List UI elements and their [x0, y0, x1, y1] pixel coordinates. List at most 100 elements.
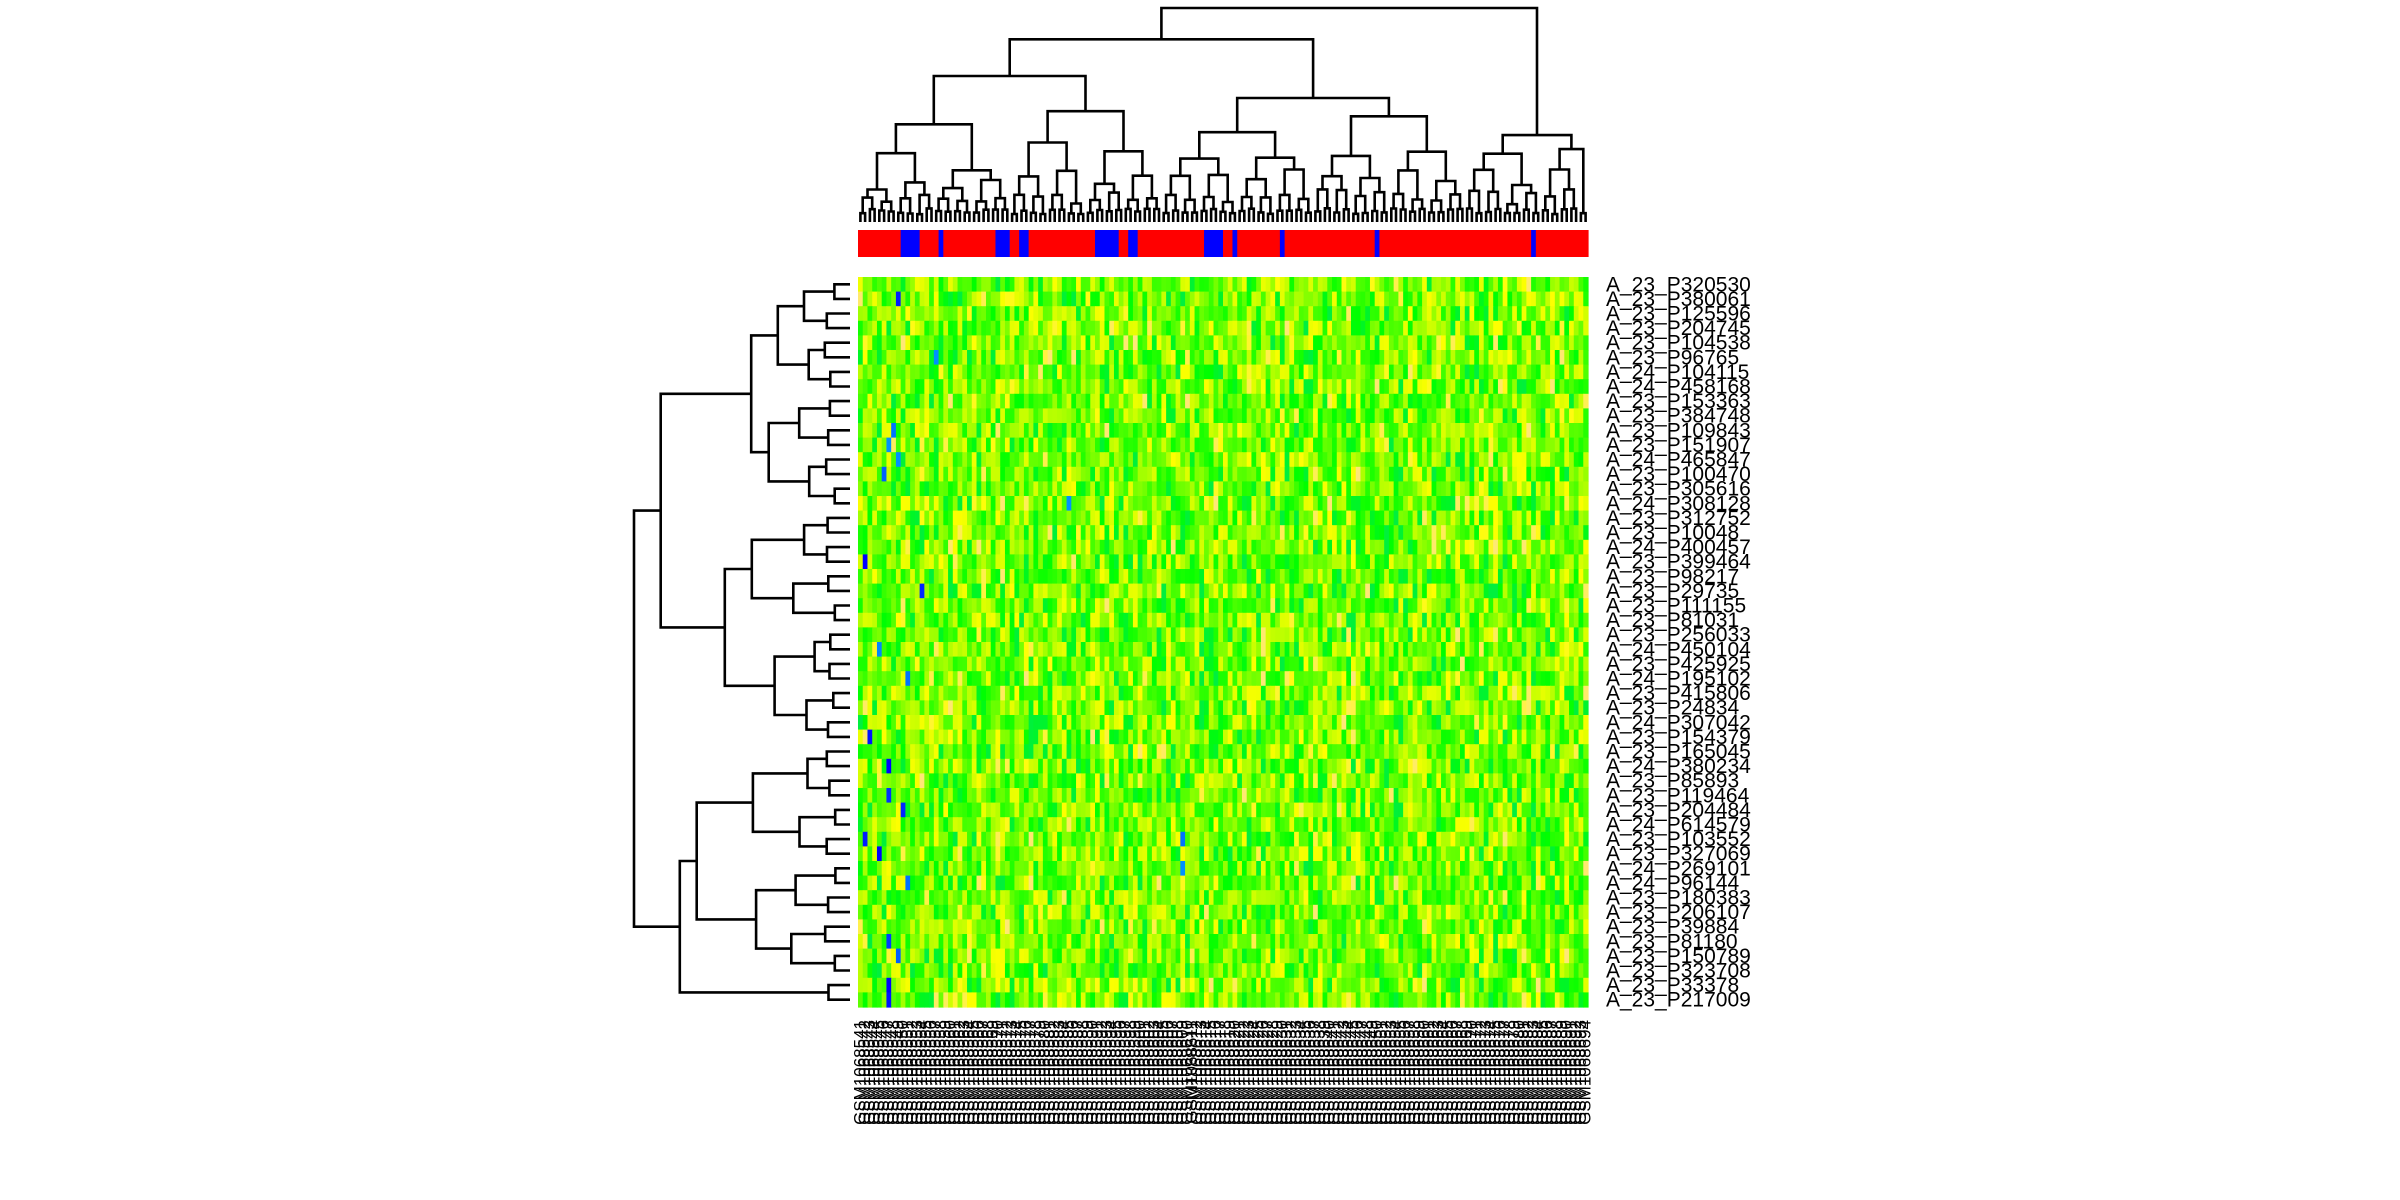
- heatmap-cell: [1218, 481, 1224, 497]
- heatmap-cell: [1175, 496, 1181, 512]
- heatmap-cell: [1052, 656, 1058, 672]
- heatmap-cell: [1407, 525, 1414, 541]
- heatmap-cell: [1038, 306, 1044, 322]
- heatmap-cell: [1298, 554, 1305, 570]
- heatmap-cell: [1583, 393, 1589, 409]
- heatmap-cell: [1170, 306, 1177, 322]
- heatmap-cell: [1199, 335, 1205, 351]
- heatmap-cell: [1464, 408, 1471, 424]
- heatmap-cell: [1355, 277, 1362, 293]
- heatmap-cell: [1019, 452, 1025, 468]
- heatmap-cell: [1350, 306, 1357, 322]
- heatmap-cell: [1237, 612, 1243, 628]
- heatmap-cell: [1407, 466, 1414, 482]
- heatmap-cell: [1085, 320, 1091, 336]
- heatmap-cell: [1175, 306, 1181, 322]
- heatmap-cell: [867, 452, 873, 468]
- heatmap-cell: [1322, 291, 1328, 307]
- heatmap-cell: [1322, 510, 1328, 526]
- heatmap-cell: [1497, 671, 1504, 687]
- heatmap-cell: [1057, 627, 1063, 643]
- heatmap-cell: [1545, 306, 1551, 322]
- heatmap-cell: [876, 423, 883, 439]
- heatmap-cell: [1313, 466, 1319, 482]
- heatmap-cell: [1535, 379, 1542, 395]
- heatmap-cell: [1460, 379, 1466, 395]
- heatmap-cell: [1412, 423, 1418, 439]
- heatmap-cell: [1507, 642, 1513, 658]
- heatmap-cell: [957, 277, 963, 293]
- heatmap-cell: [1142, 277, 1148, 293]
- heatmap-cell: [1535, 525, 1542, 541]
- heatmap-cell: [1023, 481, 1030, 497]
- heatmap-cell: [1194, 393, 1200, 409]
- heatmap-cell: [981, 481, 987, 497]
- heatmap-cell: [1298, 466, 1305, 482]
- heatmap-cell: [858, 335, 864, 351]
- heatmap-cell: [895, 437, 902, 453]
- heatmap-cell: [1450, 656, 1456, 672]
- heatmap-cell: [1474, 277, 1480, 293]
- heatmap-cell: [1204, 437, 1210, 453]
- heatmap-cell: [1417, 291, 1423, 307]
- heatmap-cell: [1057, 277, 1063, 293]
- heatmap-cell: [1123, 437, 1129, 453]
- heatmap-cell: [1497, 291, 1504, 307]
- heatmap-cell: [1455, 656, 1461, 672]
- heatmap-cell: [867, 569, 873, 585]
- heatmap-cell: [1019, 277, 1025, 293]
- heatmap-cell: [1526, 583, 1532, 599]
- heatmap-cell: [1327, 583, 1333, 599]
- color-bar-cell: [1241, 230, 1248, 257]
- heatmap-cell: [919, 525, 925, 541]
- dendrogram-branch: [1570, 207, 1578, 222]
- heatmap-cell: [867, 408, 873, 424]
- heatmap-cell: [967, 627, 973, 643]
- heatmap-cell: [1113, 496, 1120, 512]
- heatmap-cell: [1156, 642, 1162, 658]
- heatmap-cell: [1393, 554, 1399, 570]
- heatmap-cell: [1531, 656, 1537, 672]
- heatmap-cell: [1313, 393, 1319, 409]
- heatmap-cell: [891, 627, 897, 643]
- heatmap-cell: [1412, 642, 1418, 658]
- heatmap-cell: [1289, 350, 1295, 366]
- heatmap-cell: [1113, 700, 1120, 716]
- heatmap-cell: [900, 393, 906, 409]
- heatmap-cell: [1384, 437, 1390, 453]
- heatmap-cell: [1569, 306, 1575, 322]
- heatmap-cell: [1151, 612, 1158, 628]
- heatmap-cell: [858, 320, 864, 336]
- heatmap-cell: [1166, 364, 1172, 380]
- heatmap-cell: [1189, 364, 1196, 380]
- heatmap-cell: [1113, 525, 1120, 541]
- heatmap-cell: [1578, 656, 1584, 672]
- heatmap-cell: [1090, 320, 1096, 336]
- heatmap-cell: [1388, 642, 1395, 658]
- heatmap-cell: [1000, 335, 1006, 351]
- heatmap-cell: [858, 291, 864, 307]
- heatmap-cell: [1317, 379, 1324, 395]
- heatmap-cell: [1223, 583, 1229, 599]
- heatmap-cell: [1052, 642, 1058, 658]
- dendrogram-branch: [1349, 115, 1429, 156]
- heatmap-cell: [1308, 364, 1314, 380]
- heatmap-cell: [1436, 379, 1442, 395]
- heatmap-cell: [1474, 627, 1480, 643]
- heatmap-cell: [1355, 598, 1362, 614]
- heatmap-cell: [1412, 452, 1418, 468]
- heatmap-cell: [1521, 642, 1527, 658]
- heatmap-cell: [1412, 671, 1418, 687]
- heatmap-cell: [1455, 452, 1461, 468]
- heatmap-cell: [1341, 481, 1347, 497]
- heatmap-cell: [1251, 496, 1257, 512]
- heatmap-cell: [881, 671, 888, 687]
- heatmap-cell: [1313, 452, 1319, 468]
- heatmap-cell: [1104, 700, 1110, 716]
- heatmap-cell: [971, 481, 978, 497]
- heatmap-cell: [1564, 437, 1570, 453]
- heatmap-cell: [1507, 685, 1513, 701]
- heatmap-cell: [1185, 393, 1191, 409]
- heatmap-cell: [910, 525, 916, 541]
- heatmap-cell: [1483, 350, 1490, 366]
